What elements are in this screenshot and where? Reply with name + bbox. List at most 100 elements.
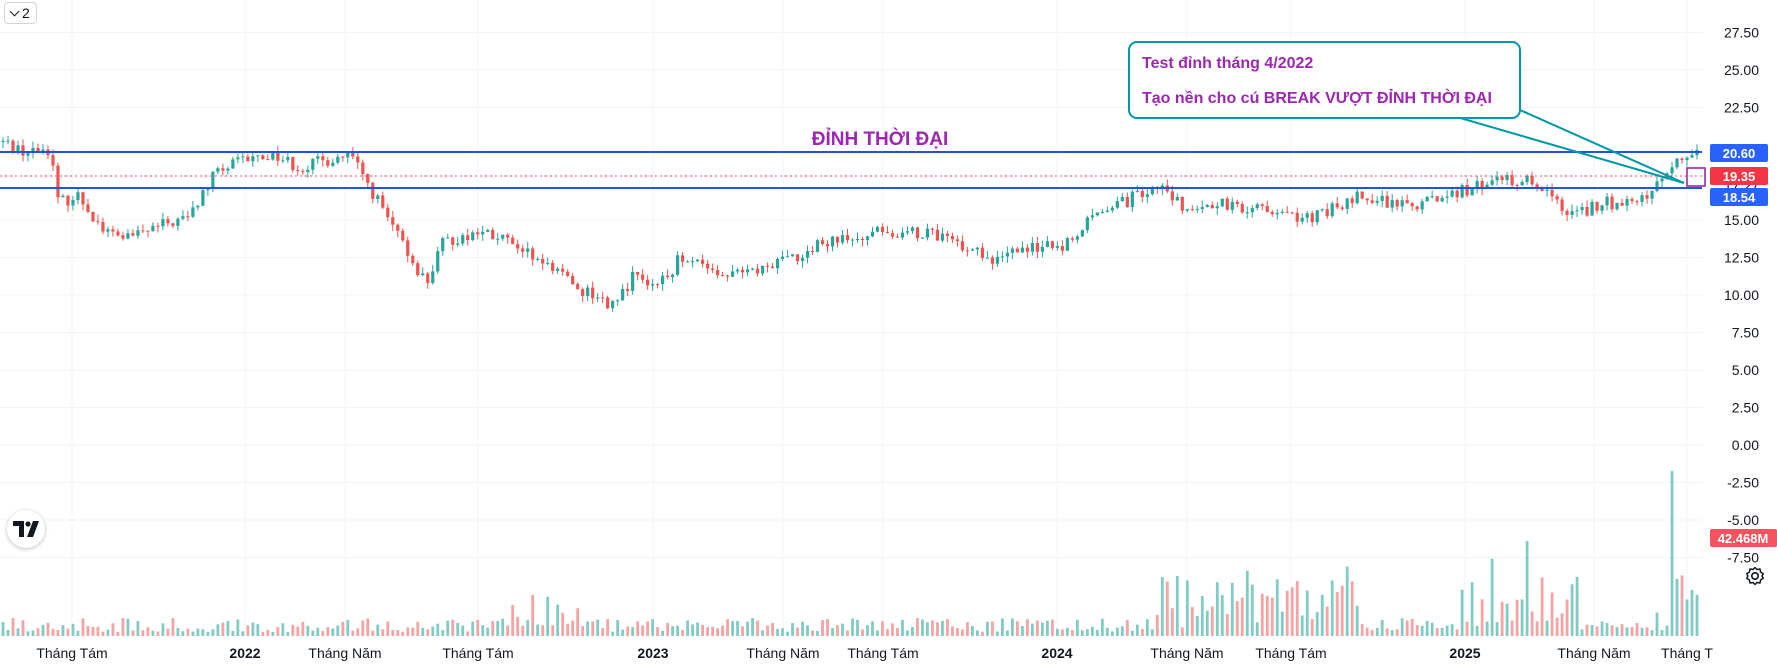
candle [126, 229, 130, 240]
time-axis[interactable]: Tháng Tám 2022 Tháng Năm Tháng Tám 2023 Tháng… [36, 645, 1713, 661]
volume-bar [1485, 621, 1489, 636]
volume-bar [1270, 597, 1274, 636]
volume-bar [1450, 624, 1454, 636]
y-tick-label: -7.50 [1727, 550, 1759, 566]
candle [865, 235, 870, 246]
candle [366, 173, 370, 188]
x-tick-label: Tháng Năm [1150, 645, 1223, 661]
candle [541, 253, 545, 271]
volume-bar [1320, 594, 1324, 636]
candle [1300, 213, 1304, 225]
candle [286, 152, 290, 164]
volume-bar [1225, 613, 1229, 636]
price-axis[interactable]: 27.5025.0022.5017.2715.0012.5010.007.505… [1724, 25, 1759, 566]
candle [561, 264, 565, 276]
volume-bar [1020, 626, 1024, 636]
volume-bar [1230, 582, 1234, 636]
volume-bar [1680, 575, 1684, 636]
volume-bar [836, 625, 839, 636]
candle [925, 223, 930, 241]
candle [1400, 196, 1404, 213]
candle [1345, 197, 1349, 215]
x-tick-label: Tháng Tám [847, 645, 918, 661]
volume-bar [1115, 627, 1119, 636]
candle [501, 234, 505, 241]
y-tick-label: 22.50 [1724, 100, 1759, 116]
candle [1660, 176, 1664, 189]
candle [451, 236, 455, 251]
volume-bar [661, 630, 665, 636]
callout[interactable]: Test đỉnh tháng 4/2022 Tạo nền cho cú BR… [1128, 41, 1685, 184]
candle [191, 201, 195, 218]
volume-bar [76, 630, 80, 636]
candle [1375, 196, 1379, 206]
volume-bar [1100, 618, 1104, 636]
volume-bar [1110, 631, 1114, 636]
candle [725, 274, 730, 282]
volume-bar [701, 624, 704, 636]
volume-bar [641, 625, 645, 636]
support-badge: 18.54 [1710, 188, 1768, 206]
volume-bar [176, 627, 180, 636]
candle [261, 154, 265, 161]
volume-bar [971, 625, 974, 636]
volume-bar [1025, 619, 1029, 636]
collapse-indicators-button[interactable]: 2 [4, 2, 37, 24]
y-tick-label: 7.50 [1732, 325, 1759, 341]
volume-bar [226, 620, 230, 636]
candle [935, 223, 940, 241]
candle [1630, 196, 1634, 204]
volume-bar [1440, 627, 1444, 636]
candle [1250, 205, 1254, 218]
candle [1245, 206, 1249, 219]
candle [1015, 246, 1020, 253]
candle [466, 228, 470, 246]
volume-bar [91, 627, 95, 636]
volume-bar [746, 621, 749, 636]
candle [1000, 251, 1005, 263]
candle [1120, 193, 1124, 203]
gear-icon[interactable] [1744, 565, 1766, 587]
volume-bar [1140, 629, 1144, 636]
volume-bar [421, 627, 425, 636]
volume-bar [1380, 619, 1384, 636]
volume-bar [26, 631, 30, 636]
volume-bar [1620, 624, 1624, 636]
volume-bar [981, 631, 984, 636]
volume-bar [486, 627, 490, 636]
volume-bar [886, 628, 889, 636]
callout-box [1128, 41, 1521, 119]
volume-bar [1580, 629, 1584, 636]
volume-bar [356, 628, 360, 636]
candle [850, 238, 855, 247]
volume-bar [1065, 627, 1069, 636]
candle [436, 246, 440, 274]
candle [361, 159, 365, 181]
candle [950, 232, 955, 244]
highlight-box[interactable] [1686, 167, 1706, 187]
candle [446, 233, 450, 239]
candle [571, 272, 575, 285]
candle [810, 245, 815, 256]
candle [646, 274, 650, 290]
volume-bar [816, 630, 819, 636]
volume-bar [96, 626, 100, 636]
volume-bar [1465, 621, 1469, 636]
tradingview-logo-icon[interactable] [7, 510, 45, 548]
candle [740, 266, 745, 279]
volume-bar [1035, 620, 1039, 636]
candle [666, 269, 670, 280]
volume-bar [156, 631, 160, 636]
volume-bar [1070, 630, 1074, 636]
x-tick-label: Tháng Năm [1557, 645, 1630, 661]
volume-bar [866, 625, 869, 636]
candle [266, 154, 270, 161]
candle [1005, 246, 1010, 263]
ath-label: ĐỈNH THỜI ĐẠI [812, 128, 949, 150]
candle [1460, 183, 1464, 199]
volume-bar [926, 622, 929, 636]
candle [351, 147, 355, 160]
volume-bar [796, 627, 799, 636]
candle [830, 235, 835, 252]
